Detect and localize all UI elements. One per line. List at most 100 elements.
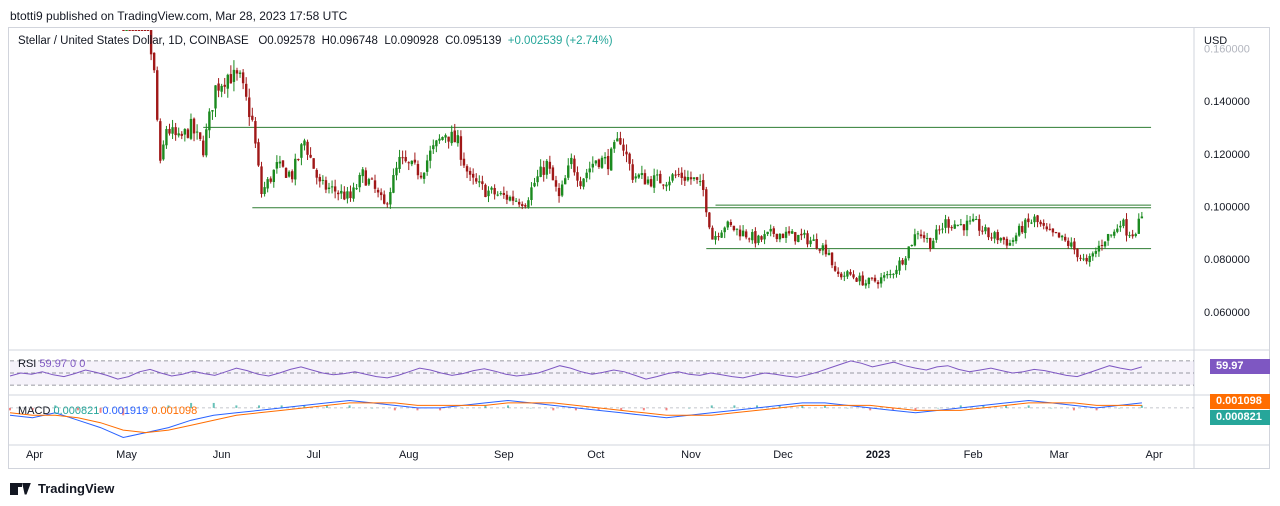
candle-body [1131, 234, 1134, 237]
candle-body [1128, 235, 1131, 237]
candle-body [1021, 225, 1024, 233]
candle-body [407, 162, 410, 164]
candle-body [468, 170, 472, 175]
candle-body [355, 188, 358, 190]
candle-body [996, 232, 999, 241]
candle-body [1027, 218, 1030, 223]
candle-body [275, 162, 279, 169]
candle-body [830, 252, 834, 266]
candle-body [981, 230, 984, 232]
candle-body [346, 191, 349, 199]
candle-body [303, 140, 306, 146]
candle-body [1024, 219, 1027, 234]
macd-histogram-bar [1095, 407, 1098, 411]
macd-histogram-bar [733, 405, 736, 408]
candle-body [195, 131, 199, 133]
candle-body [508, 196, 512, 201]
candle-body [1048, 228, 1052, 230]
macd-histogram-bar [99, 407, 102, 413]
candle-body [849, 271, 852, 275]
candle-body [947, 219, 950, 228]
time-tick-label: Feb [964, 449, 983, 461]
candle-body [1103, 241, 1107, 247]
candle-body [594, 160, 598, 164]
candle-body [790, 231, 794, 234]
candle-body [447, 136, 450, 142]
candle-body [680, 172, 683, 178]
candle-body [1030, 222, 1033, 224]
candle-body [1060, 235, 1064, 238]
candle-body [833, 266, 837, 271]
candle-body [932, 240, 935, 249]
macd-histogram-bar [212, 402, 215, 408]
candle-body [152, 52, 156, 71]
candle-body [953, 224, 956, 229]
candle-body [422, 172, 426, 179]
macd-histogram-bar [914, 407, 917, 411]
candle-body [1140, 216, 1144, 219]
candle-body [251, 115, 254, 120]
candle-body [1070, 242, 1073, 247]
time-tick-label: Oct [587, 449, 604, 461]
candle-body [705, 189, 708, 213]
candle-body [665, 184, 668, 187]
candle-body [588, 168, 591, 173]
time-tick-label: Sep [494, 449, 514, 461]
candle-body [867, 277, 871, 285]
candle-body [698, 181, 702, 183]
candle-body [131, 30, 134, 31]
footer[interactable]: TradingView [10, 481, 114, 496]
candle-body [567, 165, 570, 178]
candle-body [797, 234, 800, 243]
publish-info: btotti9 published on TradingView.com, Ma… [10, 9, 348, 23]
price-tick-label: 0.080000 [1204, 254, 1250, 266]
candle-body [266, 179, 269, 189]
candle-body [889, 274, 892, 276]
candle-body [751, 232, 754, 241]
candle-body [254, 121, 257, 144]
candle-body [257, 142, 260, 166]
candle-body [787, 231, 791, 234]
candle-body [456, 135, 460, 144]
rsi-param-2: 0 [79, 358, 86, 370]
candle-body [490, 187, 493, 190]
candle-body [603, 156, 607, 159]
macd-legend: MACD 0.000821 0.001919 0.001098 [18, 405, 197, 417]
candle-body [1039, 221, 1042, 225]
candle-body [1036, 215, 1039, 223]
symbol-legend: Stellar / United States Dollar, 1D, COIN… [18, 35, 613, 47]
candle-body [284, 167, 288, 178]
candle-body [570, 157, 573, 165]
macd-value: 0.001919 [102, 405, 149, 417]
macd-hist-value: 0.000821 [53, 405, 100, 417]
candle-body [668, 181, 671, 186]
rsi-name: RSI [18, 358, 37, 370]
candle-body [1042, 223, 1045, 226]
candle-body [235, 70, 239, 74]
candle-body [352, 187, 355, 199]
candle-body [401, 157, 404, 159]
candle-body [404, 156, 407, 162]
candle-body [671, 174, 674, 181]
candle-body [1109, 234, 1113, 236]
price-tick-label: 0.100000 [1204, 201, 1250, 213]
candle-body [652, 175, 656, 188]
macd-histogram-bar [144, 407, 147, 409]
price-tick-label: 0.160000 [1204, 43, 1250, 55]
symbol-title: Stellar / United States Dollar, 1D, COIN… [18, 35, 249, 47]
candle-body [217, 83, 220, 91]
macd-signal-value: 0.001098 [151, 405, 198, 417]
candle-body [183, 129, 187, 135]
candle-body [554, 180, 558, 187]
candle-body [895, 269, 898, 275]
macd-histogram-bar [778, 405, 781, 408]
candle-body [481, 181, 484, 185]
candle-body [760, 236, 763, 240]
candle-body [444, 135, 447, 138]
time-tick-label: May [116, 449, 137, 461]
candle-body [1033, 216, 1036, 223]
candle-body [536, 176, 539, 183]
macd-histogram-bar [574, 407, 577, 411]
candle-body [416, 163, 420, 176]
